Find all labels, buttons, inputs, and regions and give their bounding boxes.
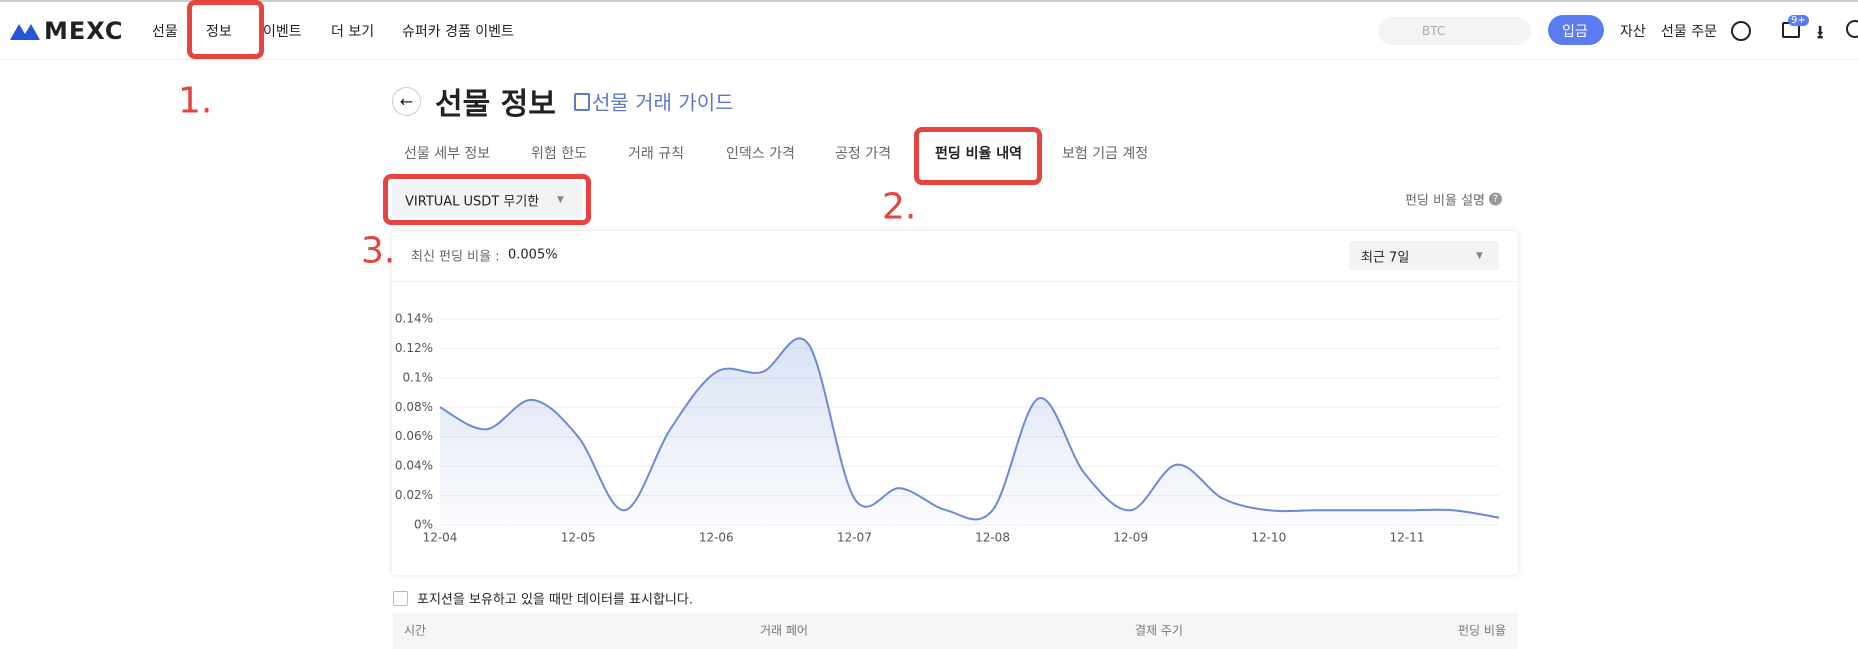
- annotation: 1.: [178, 80, 213, 122]
- area: [440, 338, 1499, 525]
- nav-border: [0, 59, 1858, 60]
- tab-active[interactable]: 펀딩 비율 내역: [935, 146, 1023, 162]
- logo[interactable]: MEXC: [44, 17, 124, 45]
- x-tick-label: 12-10: [1251, 531, 1286, 545]
- line: [439, 337, 1500, 521]
- y-tick-label: 0.02%: [395, 488, 433, 502]
- nav-assets[interactable]: 자산: [1620, 24, 1646, 40]
- range-selector[interactable]: [1349, 241, 1499, 270]
- badge: 9+: [1788, 15, 1809, 26]
- explain-link[interactable]: 펀딩 비율 설명: [1404, 193, 1485, 209]
- highlight-box: [187, 0, 264, 59]
- tab[interactable]: 보험 기금 계정: [1062, 146, 1149, 162]
- nav-item[interactable]: 이벤트: [263, 24, 302, 40]
- x-tick-label: 12-05: [561, 531, 596, 545]
- deposit-button[interactable]: [1548, 15, 1604, 45]
- checkbox[interactable]: [393, 591, 408, 606]
- latest-label: 최신 펀딩 비율 :: [411, 249, 500, 265]
- x-tick-label: 12-04: [423, 531, 458, 545]
- highlight-box: [914, 127, 1042, 185]
- guide-link[interactable]: 선물 거래 가이드: [592, 90, 734, 115]
- dropdown-arrow: ▼: [557, 195, 564, 205]
- column-header: 거래 페어: [760, 623, 808, 638]
- x-tick-label: 12-07: [837, 531, 872, 545]
- y-tick-label: 0.06%: [395, 429, 433, 443]
- column-header: 시간: [404, 623, 427, 638]
- deposit-label: 입금: [1562, 24, 1588, 40]
- y-tick-label: 0.04%: [395, 459, 433, 473]
- nav-item[interactable]: 정보: [206, 24, 232, 40]
- nav-orders[interactable]: 선물 주문: [1661, 24, 1717, 40]
- column-header: 펀딩 비율: [1458, 623, 1506, 638]
- tab[interactable]: 위험 한도: [531, 146, 587, 162]
- guide-icon: [574, 93, 590, 111]
- globe-icon[interactable]: [1846, 20, 1858, 38]
- range-label: 최근 7일: [1361, 250, 1410, 266]
- search-box[interactable]: [1378, 17, 1531, 45]
- top-border: [0, 0, 1858, 2]
- tab[interactable]: 선물 세부 정보: [404, 146, 491, 162]
- symbol-label: VIRTUAL USDT 무기한: [405, 194, 540, 210]
- latest-value: 0.005%: [508, 247, 558, 263]
- table-header: [393, 613, 1518, 649]
- divider: [392, 281, 1518, 282]
- y-tick-label: 0%: [414, 518, 433, 532]
- search-text: BTC: [1422, 24, 1446, 38]
- column-header: 결제 주기: [1135, 623, 1183, 638]
- tab[interactable]: 인덱스 가격: [726, 146, 795, 162]
- page-title: 선물 정보: [435, 87, 556, 122]
- x-tick-label: 12-09: [1113, 531, 1148, 545]
- y-tick-label: 0.08%: [395, 400, 433, 414]
- x-tick-label: 12-06: [699, 531, 734, 545]
- x-tick-label: 12-08: [975, 531, 1010, 545]
- checkbox-label: 포지션을 보유하고 있을 때만 데이터를 표시합니다.: [417, 592, 693, 608]
- x-tick-label: 12-11: [1389, 531, 1424, 545]
- tab[interactable]: 거래 규칙: [628, 146, 684, 162]
- logo-icon: [10, 24, 40, 40]
- back-button[interactable]: ←: [392, 87, 421, 116]
- nav-item[interactable]: 선물: [152, 24, 178, 40]
- annotation: 3.: [361, 230, 396, 272]
- symbol-selector[interactable]: [392, 181, 582, 218]
- highlight-box: [383, 174, 591, 225]
- download-icon[interactable]: ⭳: [1817, 22, 1824, 43]
- tab[interactable]: 공정 가격: [835, 146, 891, 162]
- y-tick-label: 0.14%: [395, 312, 433, 326]
- nav-item[interactable]: 더 보기: [331, 24, 375, 40]
- nav-item[interactable]: 슈퍼카 경품 이벤트: [402, 24, 514, 40]
- dropdown-arrow: ▼: [1476, 251, 1483, 261]
- user-icon[interactable]: [1731, 21, 1751, 41]
- help-icon: ?: [1489, 192, 1502, 206]
- y-tick-label: 0.12%: [395, 341, 433, 355]
- annotation: 2.: [882, 186, 917, 228]
- y-tick-label: 0.1%: [403, 370, 434, 384]
